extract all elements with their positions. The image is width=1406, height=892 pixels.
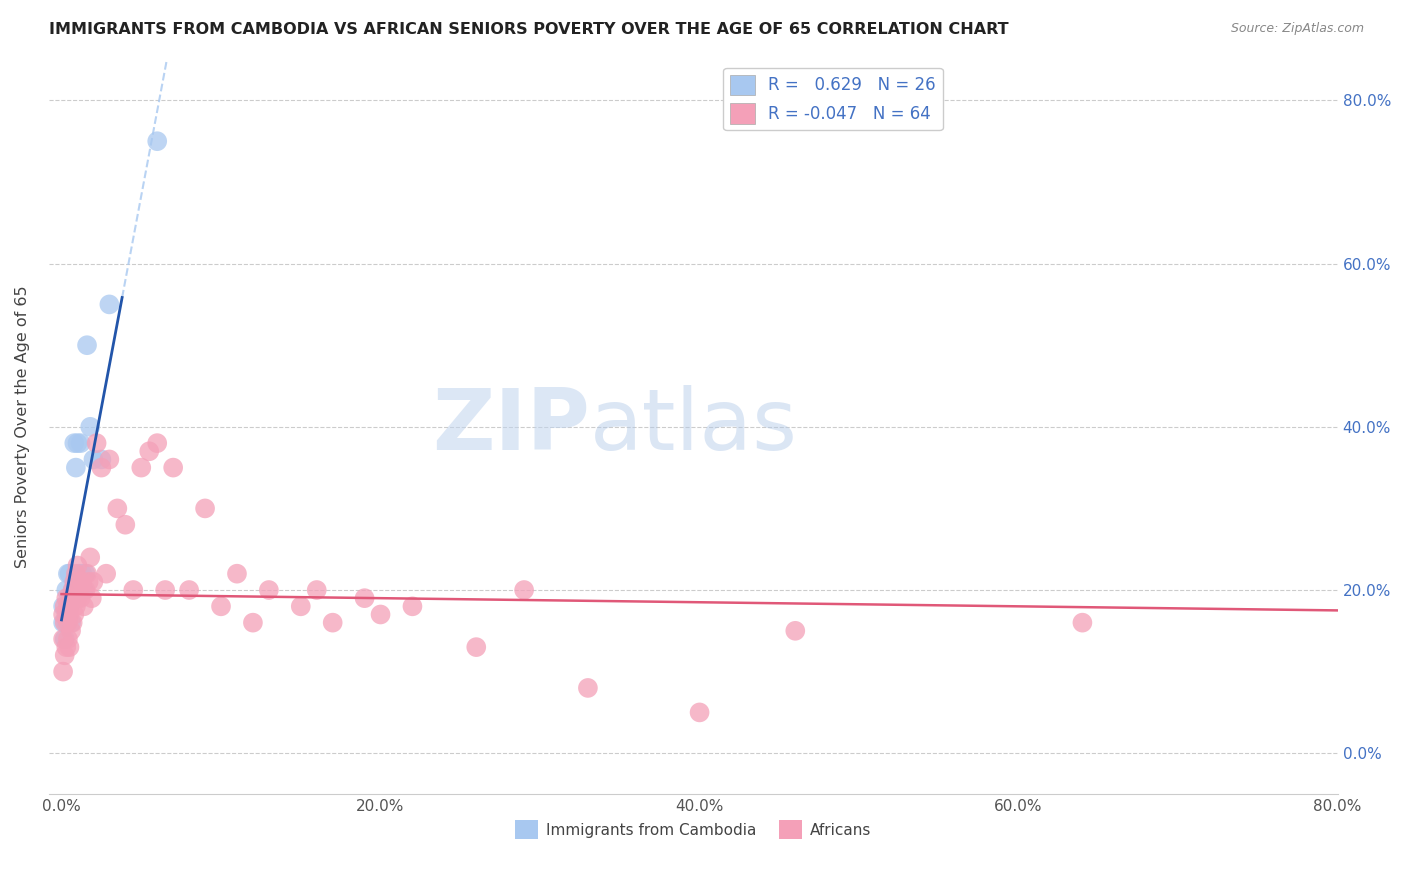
- Point: [209, 599, 232, 614]
- Point: [179, 582, 201, 597]
- Point: [67, 566, 90, 581]
- Point: [465, 640, 488, 654]
- Point: [194, 501, 217, 516]
- Point: [226, 566, 249, 581]
- Point: [58, 640, 80, 654]
- Point: [576, 681, 599, 695]
- Point: [96, 566, 118, 581]
- Point: [58, 607, 80, 622]
- Text: IMMIGRANTS FROM CAMBODIA VS AFRICAN SENIORS POVERTY OVER THE AGE OF 65 CORRELATI: IMMIGRANTS FROM CAMBODIA VS AFRICAN SENI…: [49, 22, 1010, 37]
- Point: [138, 444, 160, 458]
- Point: [52, 607, 75, 622]
- Point: [56, 632, 79, 646]
- Point: [56, 615, 79, 630]
- Text: ZIP: ZIP: [432, 385, 591, 468]
- Point: [90, 460, 112, 475]
- Point: [305, 582, 328, 597]
- Point: [689, 706, 711, 720]
- Point: [79, 419, 101, 434]
- Point: [56, 599, 79, 614]
- Point: [290, 599, 312, 614]
- Point: [66, 591, 89, 606]
- Point: [63, 607, 86, 622]
- Point: [86, 436, 108, 450]
- Point: [55, 582, 77, 597]
- Point: [58, 599, 80, 614]
- Point: [62, 582, 84, 597]
- Point: [105, 501, 128, 516]
- Point: [53, 632, 76, 646]
- Point: [53, 599, 76, 614]
- Point: [60, 624, 83, 638]
- Point: [122, 582, 145, 597]
- Point: [146, 134, 169, 148]
- Y-axis label: Seniors Poverty Over the Age of 65: Seniors Poverty Over the Age of 65: [15, 285, 30, 568]
- Point: [65, 599, 87, 614]
- Point: [53, 648, 76, 663]
- Point: [60, 591, 83, 606]
- Point: [69, 591, 91, 606]
- Point: [62, 582, 84, 597]
- Point: [146, 436, 169, 450]
- Point: [90, 452, 112, 467]
- Text: atlas: atlas: [591, 385, 799, 468]
- Point: [785, 624, 807, 638]
- Point: [55, 607, 77, 622]
- Point: [353, 591, 375, 606]
- Point: [129, 460, 152, 475]
- Point: [52, 665, 75, 679]
- Text: Source: ZipAtlas.com: Source: ZipAtlas.com: [1230, 22, 1364, 36]
- Point: [98, 297, 121, 311]
- Point: [1071, 615, 1094, 630]
- Point: [79, 550, 101, 565]
- Point: [58, 566, 80, 581]
- Point: [70, 574, 93, 589]
- Point: [80, 591, 103, 606]
- Point: [162, 460, 184, 475]
- Point: [56, 607, 79, 622]
- Point: [52, 615, 75, 630]
- Point: [76, 338, 98, 352]
- Point: [73, 599, 96, 614]
- Point: [60, 615, 83, 630]
- Legend: Immigrants from Cambodia, Africans: Immigrants from Cambodia, Africans: [509, 814, 877, 845]
- Point: [242, 615, 264, 630]
- Point: [82, 452, 104, 467]
- Point: [52, 632, 75, 646]
- Point: [257, 582, 280, 597]
- Point: [77, 574, 100, 589]
- Point: [62, 615, 84, 630]
- Point: [52, 599, 75, 614]
- Point: [75, 582, 97, 597]
- Point: [153, 582, 176, 597]
- Point: [55, 640, 77, 654]
- Point: [56, 566, 79, 581]
- Point: [82, 574, 104, 589]
- Point: [53, 615, 76, 630]
- Point: [60, 591, 83, 606]
- Point: [70, 566, 93, 581]
- Point: [66, 558, 89, 573]
- Point: [98, 452, 121, 467]
- Point: [114, 517, 136, 532]
- Point: [63, 574, 86, 589]
- Point: [513, 582, 536, 597]
- Point: [55, 591, 77, 606]
- Point: [75, 566, 97, 581]
- Point: [322, 615, 344, 630]
- Point: [69, 436, 91, 450]
- Point: [67, 582, 90, 597]
- Point: [401, 599, 423, 614]
- Point: [63, 436, 86, 450]
- Point: [65, 460, 87, 475]
- Point: [76, 566, 98, 581]
- Point: [66, 436, 89, 450]
- Point: [73, 582, 96, 597]
- Point: [370, 607, 392, 622]
- Point: [55, 615, 77, 630]
- Point: [65, 566, 87, 581]
